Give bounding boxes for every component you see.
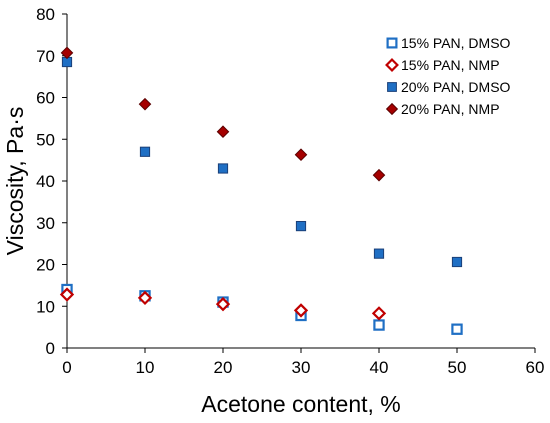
data-point: [59, 287, 75, 302]
y-tick-label: 70: [36, 47, 55, 66]
legend-label: 20% PAN, DMSO: [401, 79, 511, 95]
data-point: [137, 290, 153, 306]
series-4: [60, 46, 386, 182]
y-tick-label: 10: [36, 297, 55, 316]
x-axis-title: Acetone content, %: [201, 391, 400, 417]
y-tick-label: 60: [36, 89, 55, 108]
y-tick-label: 20: [36, 256, 55, 275]
x-tick-label: 40: [370, 358, 389, 377]
series-2: [59, 287, 387, 321]
x-tick-label: 20: [214, 358, 233, 377]
legend-marker: [386, 37, 398, 49]
data-point: [293, 303, 309, 318]
data-point: [294, 148, 308, 162]
data-point: [372, 168, 386, 182]
data-point: [373, 319, 385, 331]
data-point: [373, 248, 385, 259]
data-point: [139, 146, 151, 157]
legend-item: 15% PAN, DMSO: [386, 35, 511, 51]
y-tick-label: 40: [36, 172, 55, 191]
data-point: [60, 46, 74, 60]
legend-item: 15% PAN, NMP: [385, 57, 500, 73]
y-tick-label: 80: [36, 5, 55, 24]
series-3: [61, 56, 463, 268]
data-point: [451, 256, 463, 268]
data-point: [216, 125, 230, 139]
x-tick-label: 0: [62, 358, 71, 377]
data-point: [371, 306, 387, 321]
data-point: [217, 163, 229, 174]
legend-marker: [387, 82, 397, 92]
legend: 15% PAN, DMSO 15% PAN, NMP 20% PAN, DMSO 20…: [385, 35, 511, 117]
legend-item: 20% PAN, NMP: [385, 101, 500, 117]
data-point: [451, 323, 463, 335]
legend-marker: [385, 58, 399, 72]
x-tick-label: 50: [448, 358, 467, 377]
legend-label: 15% PAN, NMP: [401, 57, 500, 73]
legend-marker: [385, 102, 399, 116]
series-1: [61, 283, 463, 335]
data-point: [138, 97, 152, 111]
y-tick-label: 50: [36, 130, 55, 149]
data-point: [215, 297, 231, 312]
y-axis-title: Viscosity, Pa·s: [2, 107, 28, 256]
data-point: [295, 220, 307, 232]
legend-item: 20% PAN, DMSO: [387, 79, 511, 95]
y-tick-labels: 0 10 20 30 40 50 60 70 80: [36, 5, 55, 358]
x-tick-labels: 0 10 20 30 40 50 60: [62, 358, 544, 377]
y-tick-label: 0: [46, 339, 55, 358]
x-tick-label: 10: [136, 358, 155, 377]
data-points: [59, 46, 463, 335]
x-tick-label: 60: [526, 358, 545, 377]
y-tick-label: 30: [36, 214, 55, 233]
x-tick-label: 30: [292, 358, 311, 377]
legend-label: 15% PAN, DMSO: [401, 35, 511, 51]
legend-label: 20% PAN, NMP: [401, 101, 500, 117]
